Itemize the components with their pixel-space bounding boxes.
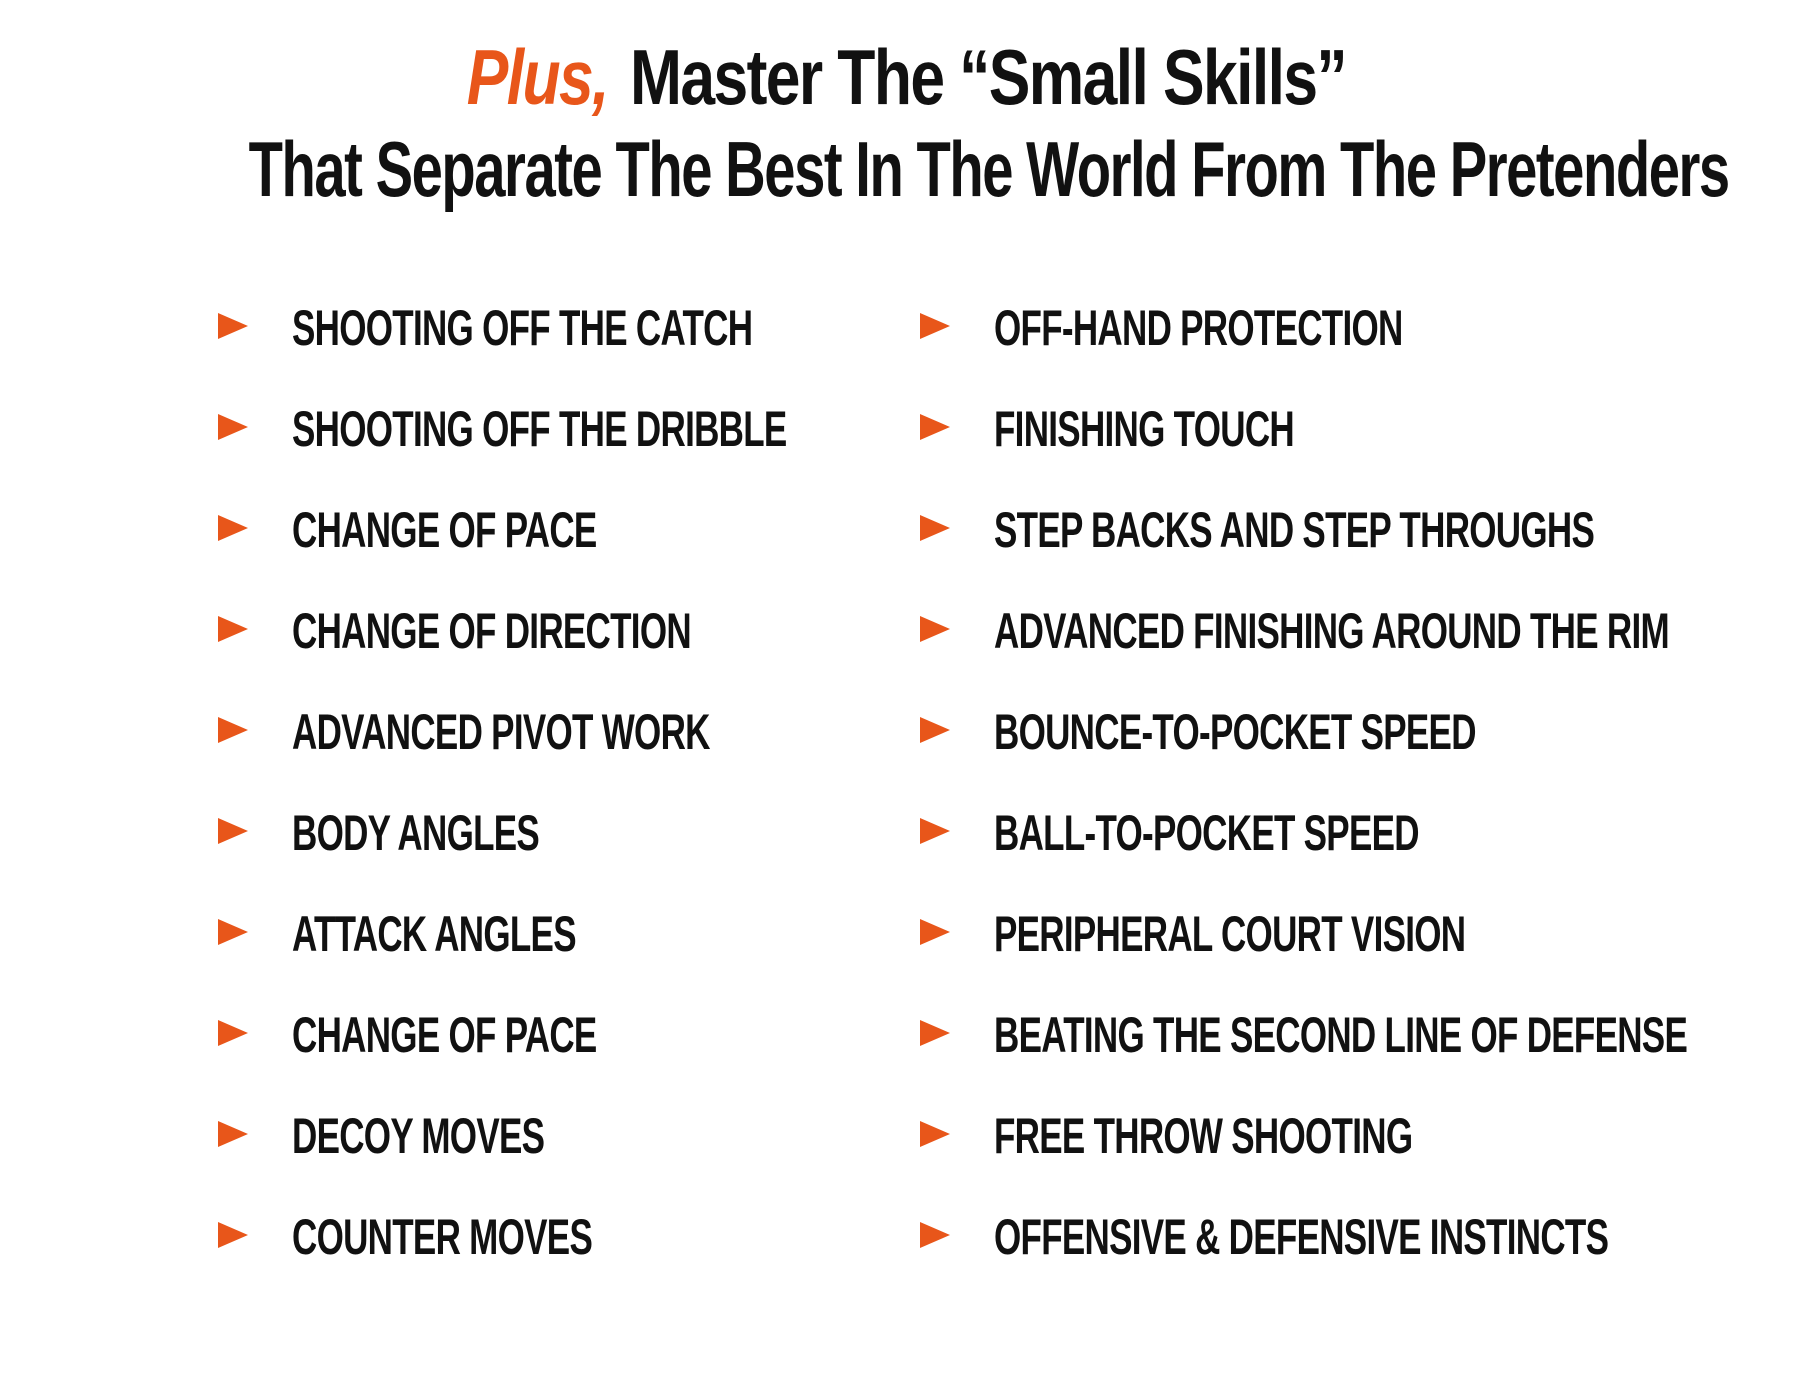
bullet-arrow-icon [920,616,950,642]
bullet-arrow-icon [920,818,950,844]
bullet-arrow-icon [920,919,950,945]
bullet-arrow-icon [218,1121,248,1147]
skill-label: BEATING THE SECOND LINE OF DEFENSE [994,1007,1688,1063]
bullet-arrow-icon [218,515,248,541]
bullet-arrow-icon [920,515,950,541]
skill-label: ADVANCED PIVOT WORK [292,704,710,760]
bullet-arrow-icon [218,1020,248,1046]
heading-line-2: That Separate The Best In The World From… [248,125,1731,213]
bullet-arrow-icon [218,717,248,743]
skill-label: CHANGE OF PACE [292,1007,597,1063]
skill-label: COUNTER MOVES [292,1209,593,1265]
bullet-arrow-icon [920,1020,950,1046]
skill-label: BOUNCE-TO-POCKET SPEED [994,704,1476,760]
skill-label: CHANGE OF PACE [292,502,597,558]
skill-label: SHOOTING OFF THE CATCH [292,300,753,356]
skill-label: BALL-TO-POCKET SPEED [994,805,1420,861]
skill-label: CHANGE OF DIRECTION [292,603,692,659]
skill-label: FINISHING TOUCH [994,401,1295,457]
skill-label: PERIPHERAL COURT VISION [994,906,1466,962]
heading-line-1: Plus, Master The “Small Skills” [180,38,1633,116]
bullet-arrow-icon [218,616,248,642]
bullet-arrow-icon [920,1121,950,1147]
skill-label: ADVANCED FINISHING AROUND THE RIM [994,603,1670,659]
skill-label: OFF-HAND PROTECTION [994,300,1403,356]
bullet-arrow-icon [920,313,950,339]
bullet-arrow-icon [218,414,248,440]
bullet-arrow-icon [218,313,248,339]
bullet-arrow-icon [920,1222,950,1248]
skill-label: STEP BACKS AND STEP THROUGHS [994,502,1595,558]
skill-label: DECOY MOVES [292,1108,545,1164]
skill-label: SHOOTING OFF THE DRIBBLE [292,401,787,457]
heading-accent-word: Plus, [466,33,610,121]
heading-line-1-text: Master The “Small Skills” [630,33,1348,121]
bullet-arrow-icon [920,414,950,440]
skill-label: ATTACK ANGLES [292,906,577,962]
skill-label: BODY ANGLES [292,805,540,861]
bullet-arrow-icon [218,818,248,844]
bullet-arrow-icon [218,919,248,945]
bullet-arrow-icon [218,1222,248,1248]
bullet-arrow-icon [920,717,950,743]
skill-label: FREE THROW SHOOTING [994,1108,1413,1164]
skill-label: OFFENSIVE & DEFENSIVE INSTINCTS [994,1209,1609,1265]
